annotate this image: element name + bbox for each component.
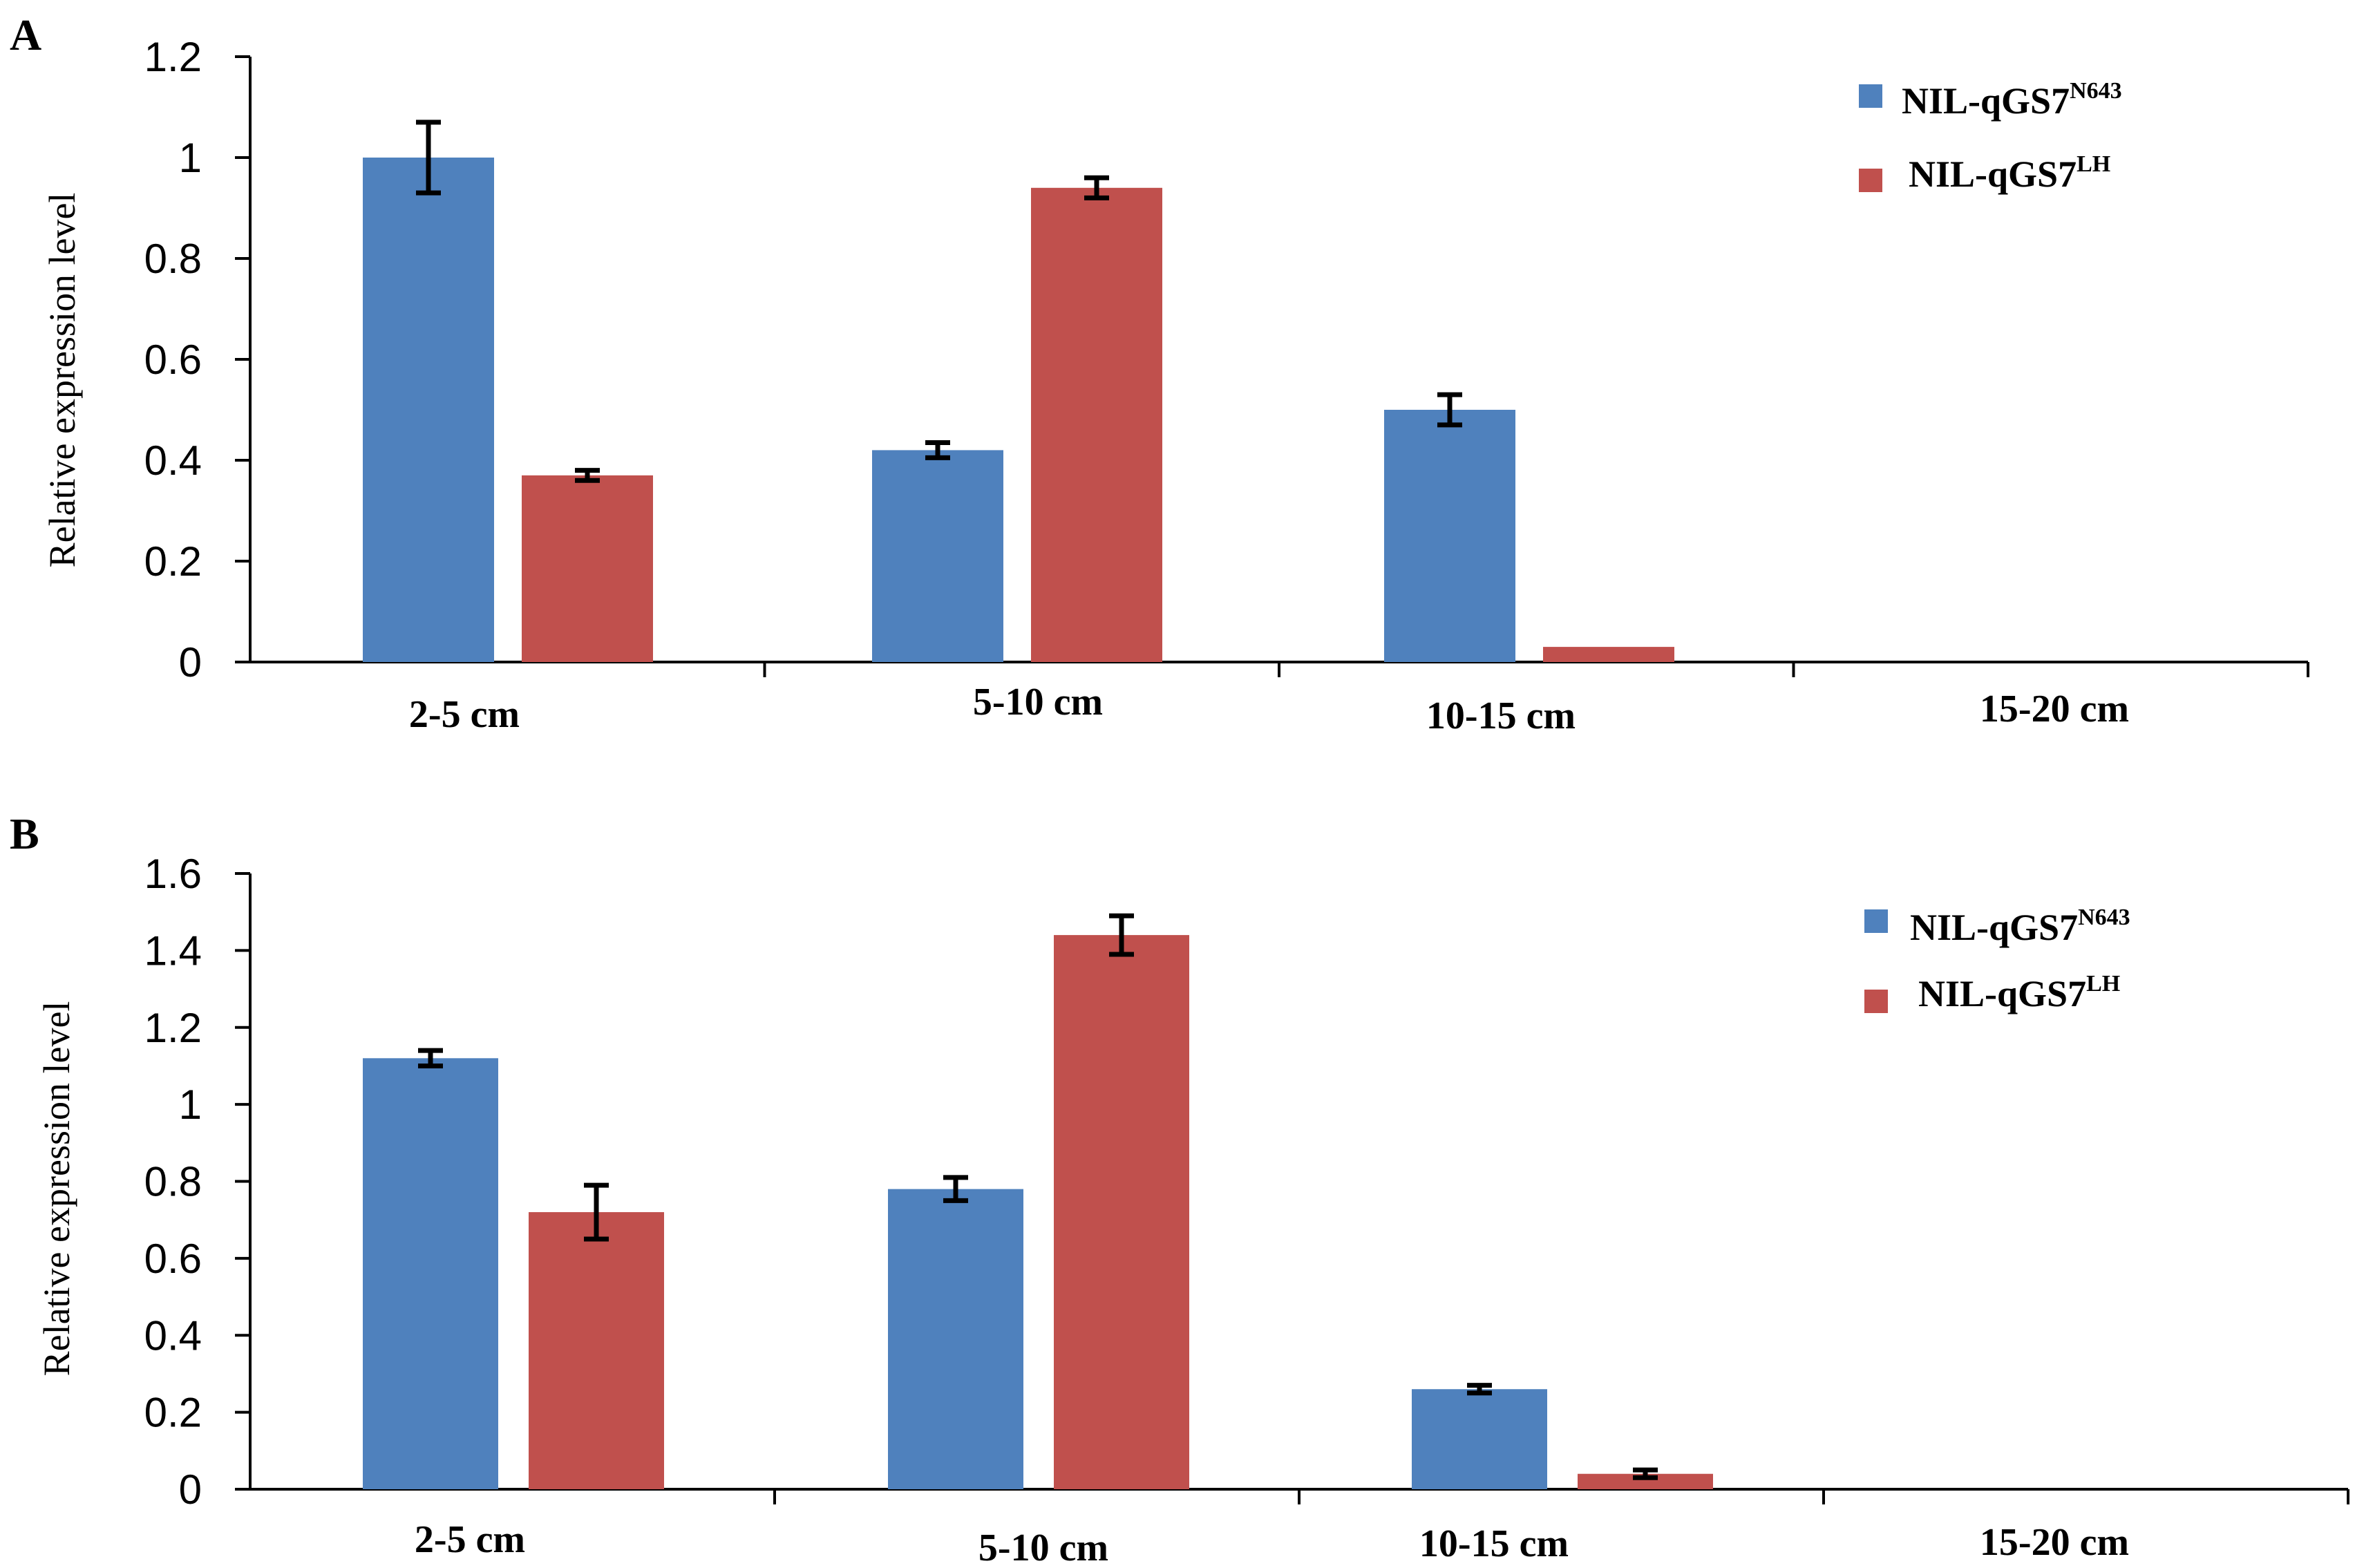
y-tick-label: 1 <box>179 135 202 181</box>
x-category-label: 2-5 cm <box>409 693 520 736</box>
legend-item-n643: NIL-qGS7N643 <box>1864 905 2130 948</box>
legend: NIL-qGS7N643 NIL-qGS7LH <box>1864 905 2130 1014</box>
legend-swatch <box>1859 84 1882 108</box>
bar <box>363 158 494 662</box>
panel-b: B Relative expression level NIL-qGS7N643… <box>10 809 2349 1568</box>
bar <box>1031 187 1162 662</box>
legend-label: NIL-qGS7LH <box>1909 151 2110 195</box>
error-bar <box>1109 913 1134 957</box>
legend-item-n643: NIL-qGS7N643 <box>1859 78 2122 122</box>
bar <box>522 475 653 662</box>
y-tick-label: 0.6 <box>144 337 202 383</box>
legend-item-lh: NIL-qGS7LH <box>1864 971 2120 1014</box>
error-bar <box>943 1175 968 1203</box>
legend-label: NIL-qGS7N643 <box>1910 905 2130 948</box>
y-tick-label: 1.2 <box>144 34 202 80</box>
error-bar <box>575 468 600 483</box>
x-category-label: 5-10 cm <box>978 1527 1108 1568</box>
x-category-label: 5-10 cm <box>973 681 1103 724</box>
error-bar <box>418 1048 443 1068</box>
legend-label: NIL-qGS7LH <box>1918 971 2120 1014</box>
x-category-label: 15-20 cm <box>1980 1521 2129 1564</box>
y-tick-label: 0.6 <box>144 1236 202 1282</box>
y-axis-title: Relative expression level <box>36 1001 77 1377</box>
bar <box>1412 1389 1547 1489</box>
panel-letter: B <box>10 809 39 858</box>
legend-swatch <box>1864 909 1888 933</box>
y-tick-label: 0.8 <box>144 236 202 282</box>
bar <box>363 1058 498 1489</box>
y-tick-label: 0.4 <box>144 1312 202 1359</box>
y-tick-label: 1.4 <box>144 927 202 974</box>
bar <box>872 450 1003 662</box>
legend: NIL-qGS7N643 NIL-qGS7LH <box>1859 78 2122 195</box>
error-bar <box>1084 175 1109 200</box>
y-tick-label: 0.2 <box>144 538 202 585</box>
y-tick-label: 0.8 <box>144 1159 202 1205</box>
x-category-label: 2-5 cm <box>415 1518 525 1561</box>
legend-label: NIL-qGS7N643 <box>1902 78 2122 122</box>
x-category-label: 10-15 cm <box>1426 695 1576 737</box>
error-bar <box>1467 1383 1492 1396</box>
bar <box>888 1189 1023 1489</box>
bar <box>1054 935 1189 1489</box>
legend-swatch <box>1864 990 1888 1013</box>
y-tick-label: 0.2 <box>144 1390 202 1436</box>
error-bar <box>416 120 441 196</box>
error-bar <box>584 1182 609 1242</box>
x-category-label: 15-20 cm <box>1980 688 2129 730</box>
y-axis-title: Relative expression level <box>41 193 83 568</box>
panel-letter: A <box>10 10 41 59</box>
y-tick-label: 1.6 <box>144 851 202 897</box>
y-tick-label: 1 <box>179 1081 202 1128</box>
x-category-label: 10-15 cm <box>1419 1522 1569 1565</box>
bar <box>1384 410 1515 662</box>
y-tick-label: 1.2 <box>144 1005 202 1051</box>
legend-swatch <box>1859 169 1882 192</box>
y-tick-label: 0 <box>179 1466 202 1513</box>
bar <box>529 1212 664 1489</box>
bar <box>1543 647 1674 662</box>
panel-a: A Relative expression level NIL-qGS7N643… <box>10 10 2309 737</box>
bar <box>1578 1473 1713 1489</box>
error-bar <box>1633 1467 1658 1480</box>
y-tick-label: 0 <box>179 639 202 686</box>
legend-item-lh: NIL-qGS7LH <box>1859 151 2110 195</box>
error-bar <box>1437 392 1462 428</box>
error-bar <box>925 440 950 460</box>
y-tick-label: 0.4 <box>144 437 202 484</box>
